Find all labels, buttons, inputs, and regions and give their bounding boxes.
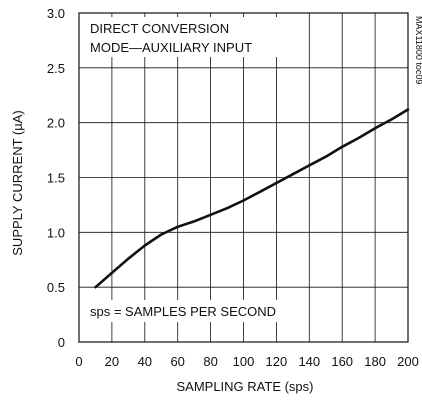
x-tick-label-140: 140	[298, 354, 320, 369]
x-tick-label-100: 100	[233, 354, 255, 369]
x-tick-label-200: 200	[397, 354, 419, 369]
grid-layer	[79, 13, 408, 342]
x-tick-label-160: 160	[331, 354, 353, 369]
y-axis-title: SUPPLY CURRENT (µA)	[10, 110, 25, 255]
y-tick-label-0: 0	[58, 335, 65, 350]
annotation-top-line2: MODE—AUXILIARY INPUT	[90, 40, 252, 55]
x-tick-label-120: 120	[266, 354, 288, 369]
y-tick-label-3: 3.0	[47, 6, 65, 21]
annotation-top-line1: DIRECT CONVERSION	[90, 21, 229, 36]
annotation-bottom: sps = SAMPLES PER SECOND	[90, 304, 276, 319]
series-line-0	[96, 110, 409, 288]
figure-code-label: MAX11800 toc09	[414, 16, 422, 84]
x-tick-label-20: 20	[105, 354, 119, 369]
x-tick-label-80: 80	[203, 354, 217, 369]
series-layer	[96, 110, 409, 288]
y-tick-label-0.5: 0.5	[47, 280, 65, 295]
y-tick-label-1.5: 1.5	[47, 171, 65, 186]
y-tick-label-1: 1.0	[47, 225, 65, 240]
x-tick-label-0: 0	[75, 354, 82, 369]
x-tick-label-180: 180	[364, 354, 386, 369]
y-tick-label-2.5: 2.5	[47, 61, 65, 76]
x-axis-title: SAMPLING RATE (sps)	[176, 379, 313, 394]
x-tick-label-40: 40	[138, 354, 152, 369]
y-tick-label-2: 2.0	[47, 116, 65, 131]
x-tick-label-60: 60	[170, 354, 184, 369]
